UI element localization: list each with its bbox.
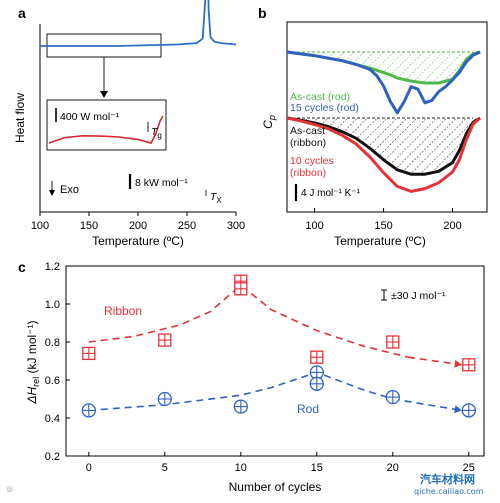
label-cycles-ribbon-2: (ribbon): [290, 167, 326, 179]
x-ticks-b: 100 150 200: [305, 208, 462, 232]
error-bar-legend: [381, 289, 387, 301]
trend-line-ribbon: [88, 283, 409, 358]
cp-curves: [286, 50, 482, 193]
panel-label-c: c: [18, 259, 26, 275]
y-tick-label-c: 1.2: [45, 261, 60, 273]
trend-line-end-ribbon: [407, 356, 462, 366]
curve-15cycles-rod: [286, 50, 481, 115]
panel-label-b: b: [258, 5, 267, 21]
x-tick-label-a: 250: [178, 220, 196, 232]
x-tick-label-c: 5: [162, 462, 168, 474]
exo-arrow-head: [49, 190, 55, 196]
heat-flow-curve: [40, 0, 237, 47]
series-c: [81, 274, 476, 418]
inset-scale-label: 400 W mol⁻¹: [60, 111, 120, 123]
x-tick-label-c: 10: [235, 462, 247, 474]
x-axis-label-a: Temperature (ºC): [92, 234, 184, 248]
watermark-cn: 汽车材料网: [420, 473, 475, 486]
error-bar-label: ±30 J mol⁻¹: [391, 290, 446, 302]
y-tick-label-c: 0.4: [45, 413, 60, 425]
zoom-arrow-head: [100, 91, 108, 98]
inset-curve: [48, 115, 164, 144]
x-tick-label-b: 100: [305, 220, 323, 232]
tg-label: Tg: [151, 126, 162, 140]
frame-b: [286, 21, 488, 213]
label-ascast-ribbon-1: As-cast: [290, 125, 325, 137]
label-cycles-ribbon-1: 10 cycles: [290, 155, 334, 167]
main-scale-label: 8 kW mol⁻¹: [135, 177, 188, 189]
trend-arrowhead-ribbon: [454, 359, 462, 368]
panel-b: b 100 150 200 Temperature (ºC) Cp As-cast …: [258, 5, 488, 248]
y-axis-label-c: ΔHrel (kJ mol⁻¹): [25, 320, 41, 404]
y-tick-label-c: 0.2: [45, 451, 60, 463]
x-tick-label-a: 150: [80, 220, 98, 232]
x-tick-label-c: 15: [311, 462, 323, 474]
x-tick-label-c: 0: [86, 462, 92, 474]
x-tick-label-a: 300: [227, 220, 245, 232]
y-tick-label-c: 0.8: [45, 337, 60, 349]
x-axis-label-c: Number of cycles: [229, 480, 322, 494]
curve-ascast-ribbon: [286, 116, 481, 176]
watermark-site: qiche.cailiao.com: [414, 487, 484, 496]
x-tick-label-c: 20: [387, 462, 399, 474]
x-tick-label-c: 25: [463, 462, 475, 474]
tx-label: TX: [210, 191, 222, 205]
trend-line-end-rod: [392, 398, 462, 412]
y-tick-label-c: 0.6: [45, 375, 60, 387]
exo-label: Exo: [60, 184, 79, 196]
x-tick-label-b: 200: [443, 220, 461, 232]
label-ascast-ribbon-2: (ribbon): [290, 137, 326, 149]
x-axis-label-b: Temperature (ºC): [334, 234, 426, 248]
frame-c: [65, 265, 485, 457]
ticks-c: 0 5 10 15 20 25 0.2 0.4 0.6 0.8 1.0 1.2: [45, 261, 475, 474]
curve-10cycles-ribbon: [286, 116, 482, 193]
scale-label-b: 4 J mol⁻¹ K⁻¹: [301, 188, 361, 199]
label-ascast-rod: As-cast (rod): [290, 91, 350, 103]
label-rod: Rod: [297, 402, 319, 416]
trend-arrowhead-rod: [454, 405, 462, 414]
x-tick-label-b: 150: [374, 220, 392, 232]
corner-watermark: ⊗: [6, 485, 14, 495]
y-tick-label-c: 1.0: [45, 299, 60, 311]
panel-a: a 100 150 200 250 300 Temperature (ºC) Heat …: [13, 0, 245, 248]
x-ticks-a: 100 150 200 250 300: [31, 212, 245, 232]
label-cycles-rod: 15 cycles (rod): [290, 102, 359, 114]
label-ribbon: Ribbon: [104, 304, 142, 318]
x-tick-label-a: 200: [129, 220, 147, 232]
y-axis-label-b: Cp: [261, 115, 277, 129]
y-axis-label-a: Heat flow: [13, 93, 27, 143]
panel-c: c 0 5 10 15 20 25 0.2 0.4 0.6 0.8 1.0 1.2 Number of…: [18, 259, 485, 494]
panel-label-a: a: [18, 5, 26, 21]
x-tick-label-a: 100: [31, 220, 49, 232]
